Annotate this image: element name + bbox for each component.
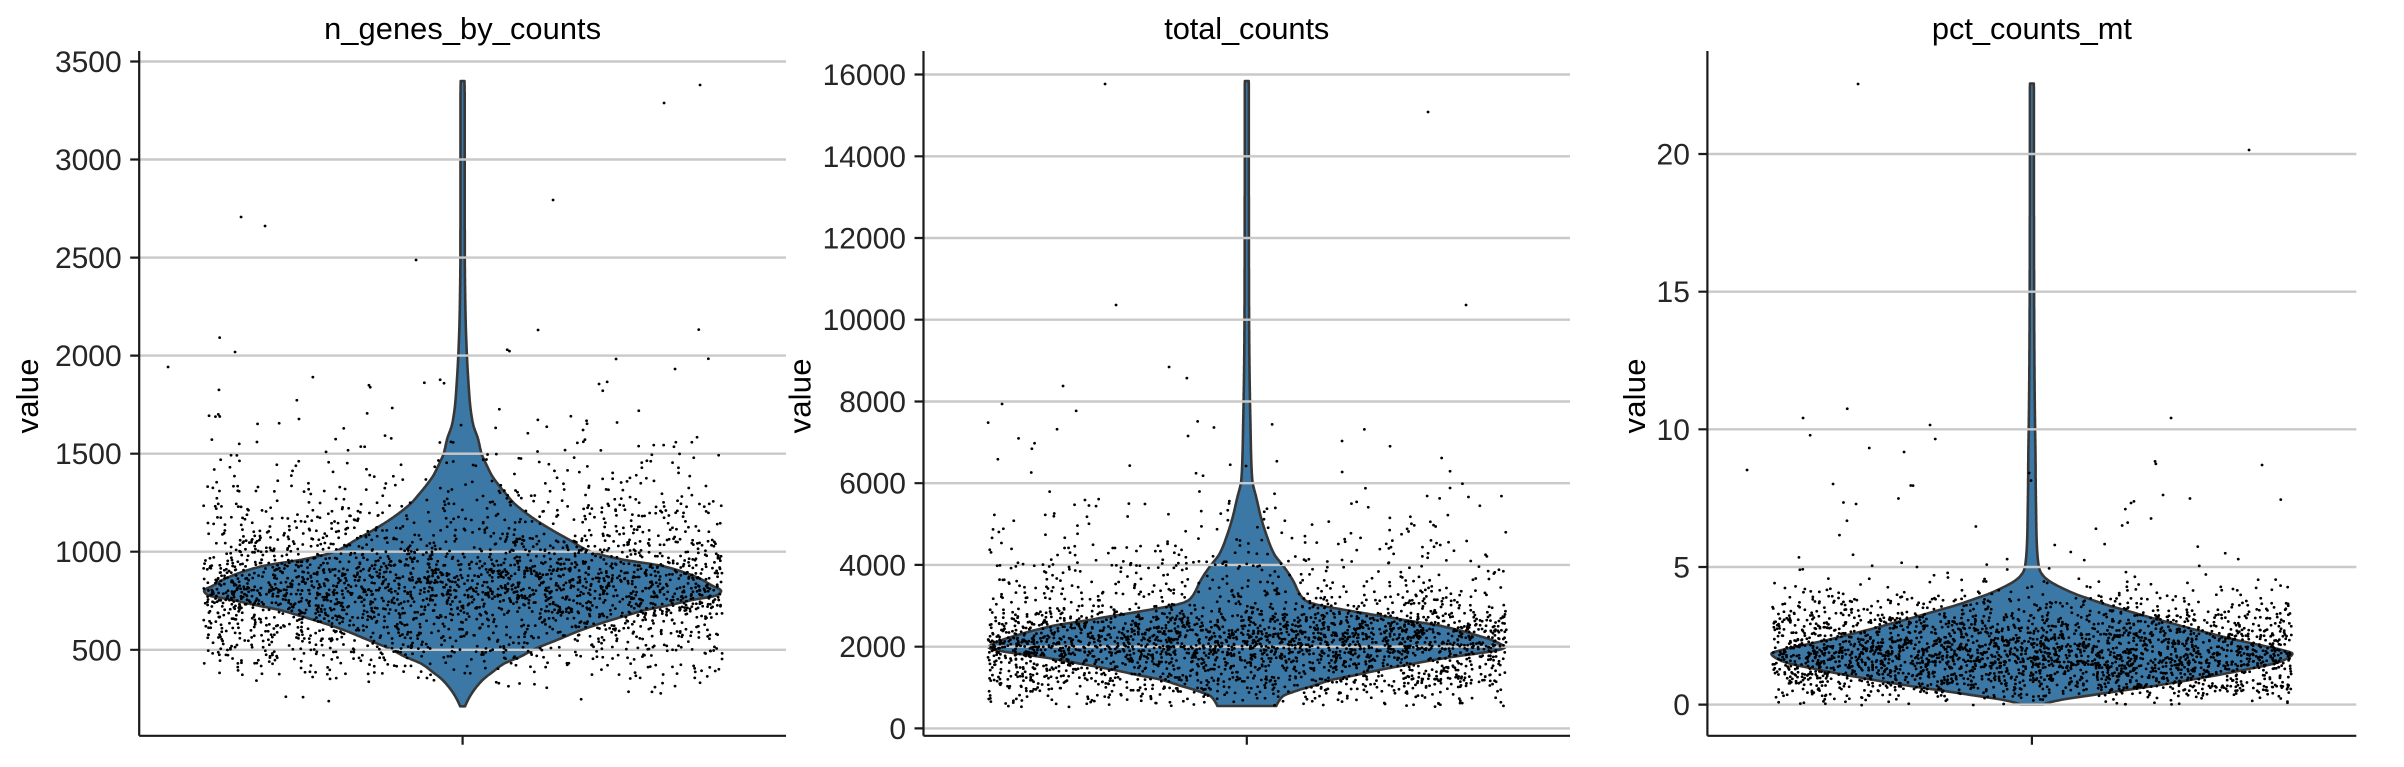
svg-text:2000: 2000 [839, 631, 906, 664]
svg-text:6000: 6000 [839, 468, 906, 501]
svg-text:10000: 10000 [823, 304, 906, 337]
svg-text:10: 10 [1657, 414, 1690, 447]
svg-text:16000: 16000 [823, 59, 906, 92]
svg-text:value: value [10, 359, 45, 434]
svg-text:8000: 8000 [839, 386, 906, 419]
svg-text:n_genes_by_counts: n_genes_by_counts [324, 11, 601, 46]
svg-text:15: 15 [1657, 276, 1690, 309]
svg-text:500: 500 [72, 634, 122, 667]
svg-text:0: 0 [1673, 689, 1690, 722]
svg-text:2500: 2500 [55, 242, 122, 275]
svg-text:value: value [1617, 359, 1652, 434]
svg-text:3500: 3500 [55, 46, 122, 79]
svg-text:3000: 3000 [55, 144, 122, 177]
svg-text:1500: 1500 [55, 438, 122, 471]
svg-text:1000: 1000 [55, 536, 122, 569]
svg-text:20: 20 [1657, 139, 1690, 172]
svg-text:value: value [783, 359, 818, 434]
svg-text:4000: 4000 [839, 549, 906, 582]
svg-text:total_counts: total_counts [1164, 11, 1329, 46]
svg-text:12000: 12000 [823, 223, 906, 256]
svg-text:pct_counts_mt: pct_counts_mt [1932, 11, 2132, 46]
svg-text:2000: 2000 [55, 340, 122, 373]
svg-text:5: 5 [1673, 552, 1690, 585]
svg-text:0: 0 [889, 713, 906, 746]
svg-text:14000: 14000 [823, 141, 906, 174]
